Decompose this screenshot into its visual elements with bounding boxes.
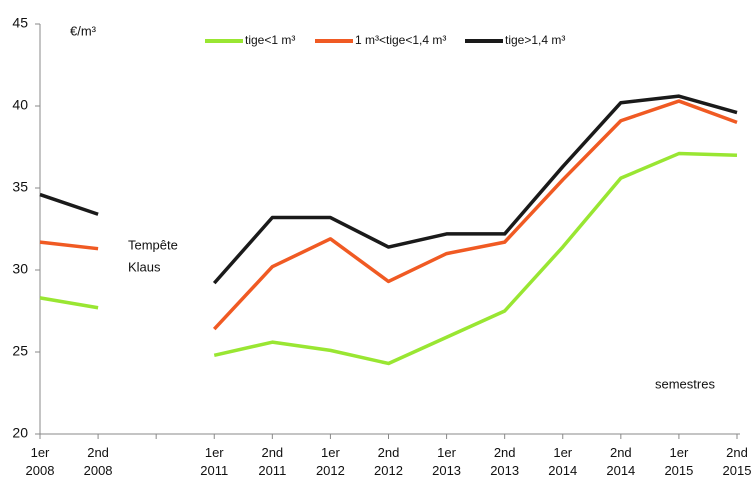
legend-label: 1 m³<tige<1,4 m³ bbox=[355, 33, 446, 47]
annotation: Tempête bbox=[128, 237, 178, 252]
y-tick-label: 40 bbox=[12, 97, 28, 113]
y-tick-label: 20 bbox=[12, 425, 28, 441]
y-tick-label: 30 bbox=[12, 261, 28, 277]
annotation: Klaus bbox=[128, 259, 161, 274]
x-tick-label: 2nd 2008 bbox=[84, 445, 113, 478]
series-line bbox=[39, 151, 738, 366]
x-axis-label: semestres bbox=[655, 376, 715, 391]
x-tick-label: 1er 2011 bbox=[200, 445, 228, 478]
x-tick-label: 2nd 2011 bbox=[258, 445, 286, 478]
x-tick-label: 2nd 2012 bbox=[374, 445, 403, 478]
legend-label: tige<1 m³ bbox=[245, 33, 295, 47]
series-line bbox=[39, 94, 738, 285]
x-tick-label: 2nd 2015 bbox=[723, 445, 752, 478]
x-tick-label: 1er 2013 bbox=[432, 445, 461, 478]
y-axis-label: €/m³ bbox=[70, 23, 97, 38]
legend-label: tige>1,4 m³ bbox=[505, 33, 565, 47]
x-tick-label: 1er 2012 bbox=[316, 445, 345, 478]
y-tick-label: 25 bbox=[12, 343, 28, 359]
x-tick-label: 2nd 2014 bbox=[606, 445, 635, 478]
x-tick-label: 1er 2014 bbox=[548, 445, 577, 478]
series-line bbox=[39, 99, 738, 331]
x-tick-label: 1er 2008 bbox=[26, 445, 55, 478]
x-tick-label: 2nd 2013 bbox=[490, 445, 519, 478]
x-tick-label: 1er 2015 bbox=[664, 445, 693, 478]
y-tick-label: 45 bbox=[12, 15, 28, 31]
y-tick-label: 35 bbox=[12, 179, 28, 195]
